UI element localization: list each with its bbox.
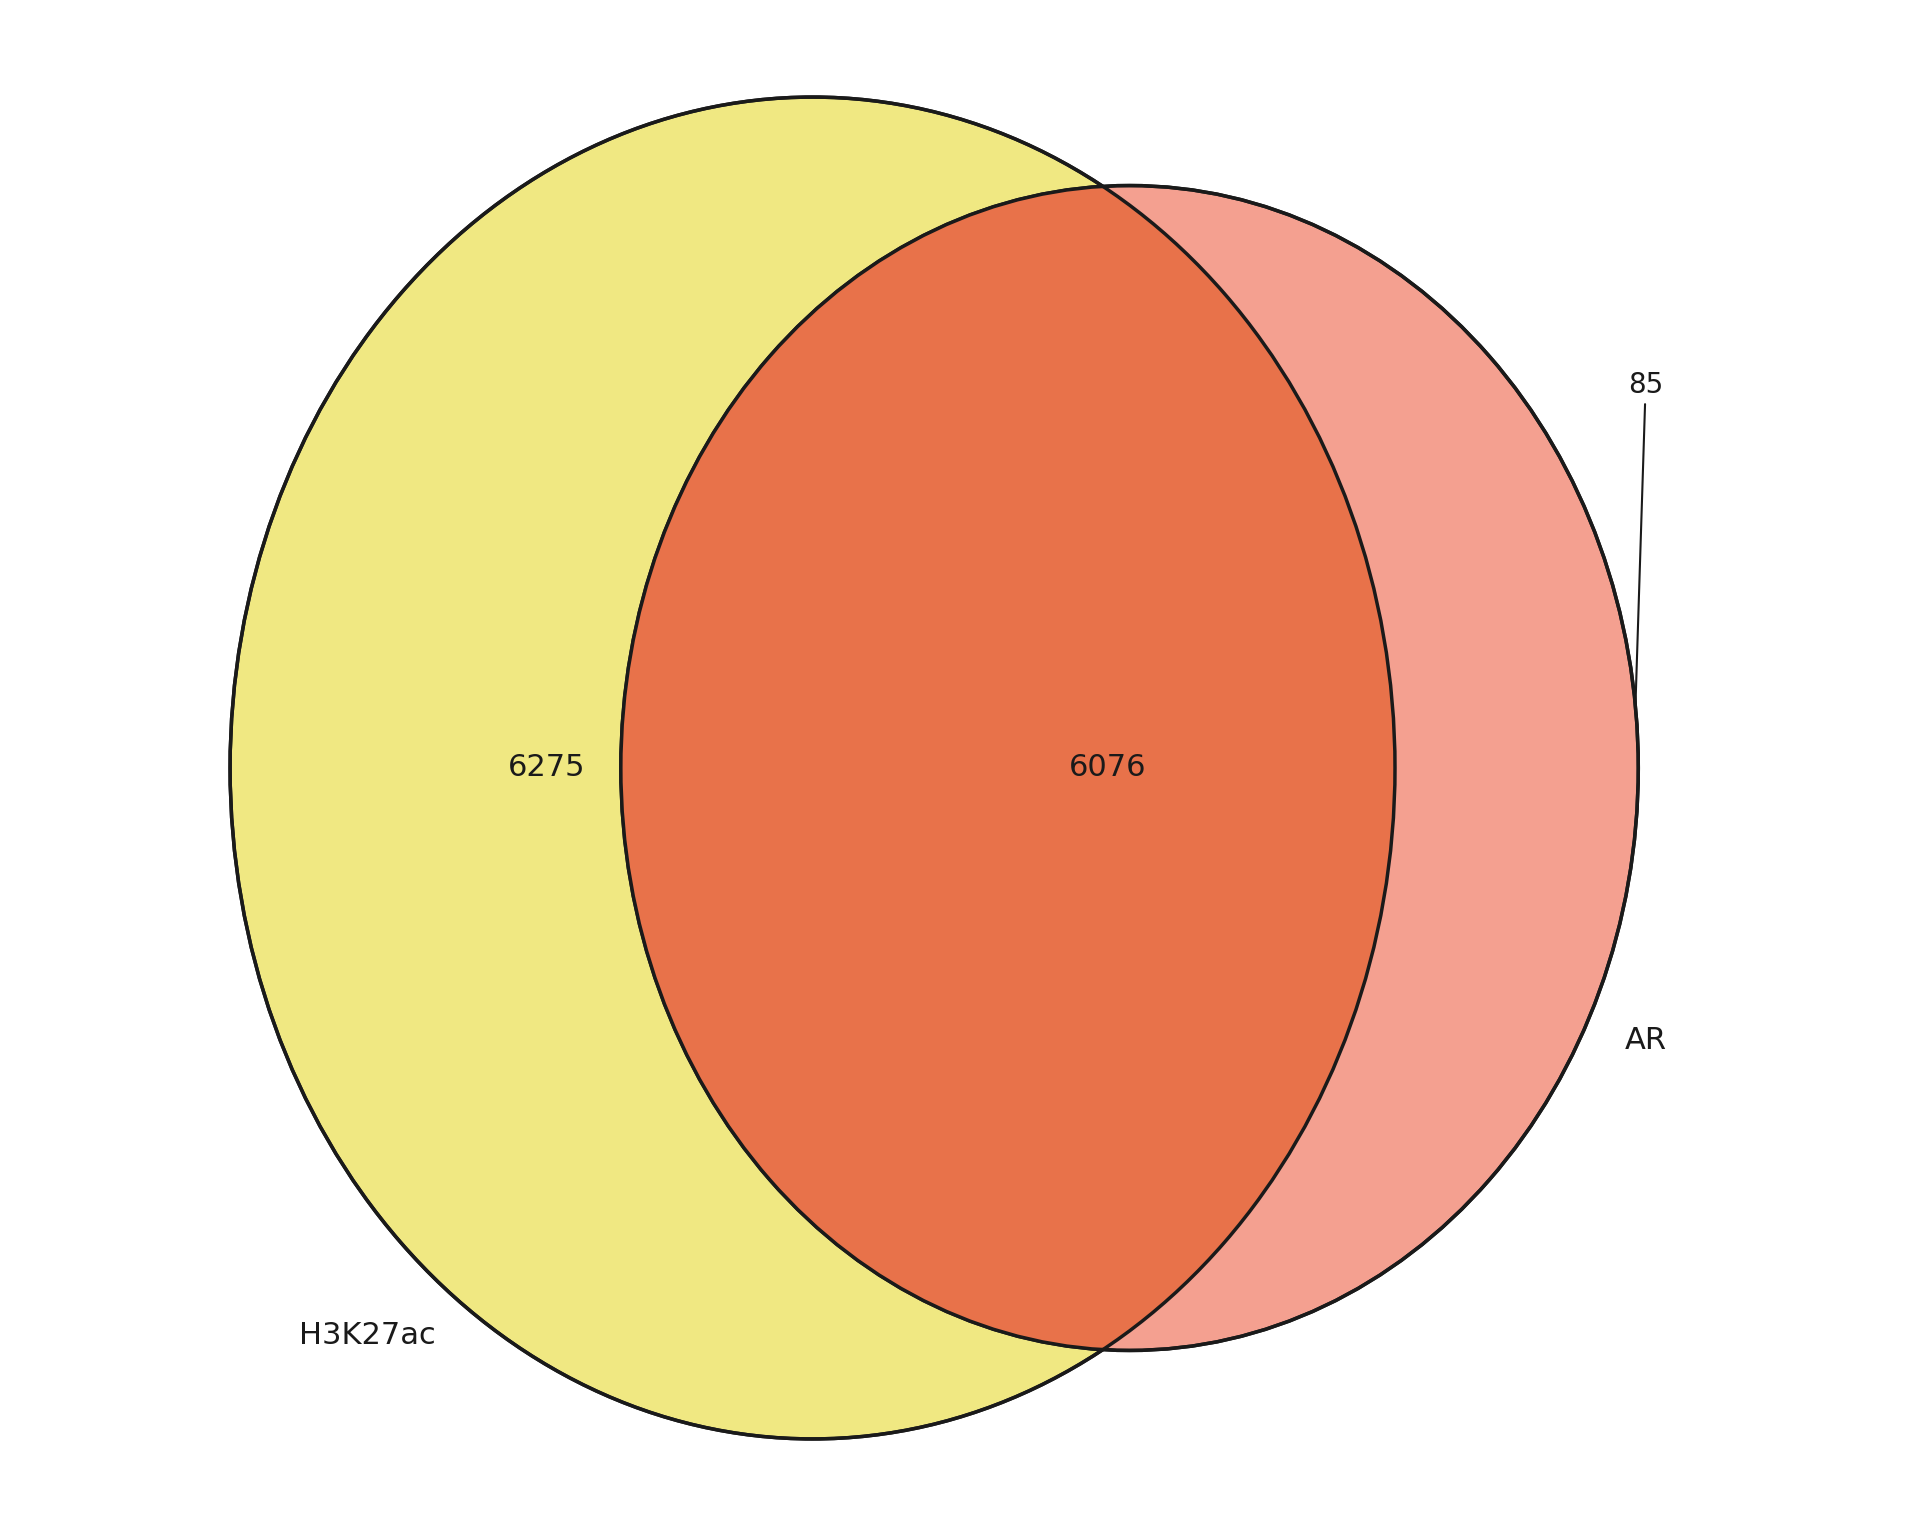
Text: 6275: 6275 <box>509 754 586 782</box>
Text: H3K27ac: H3K27ac <box>300 1321 436 1350</box>
Ellipse shape <box>230 97 1396 1439</box>
Text: 6076: 6076 <box>1069 754 1146 782</box>
Ellipse shape <box>620 186 1638 1350</box>
Ellipse shape <box>620 186 1638 1350</box>
Text: 85: 85 <box>1628 370 1663 707</box>
Text: AR: AR <box>1624 1026 1667 1055</box>
